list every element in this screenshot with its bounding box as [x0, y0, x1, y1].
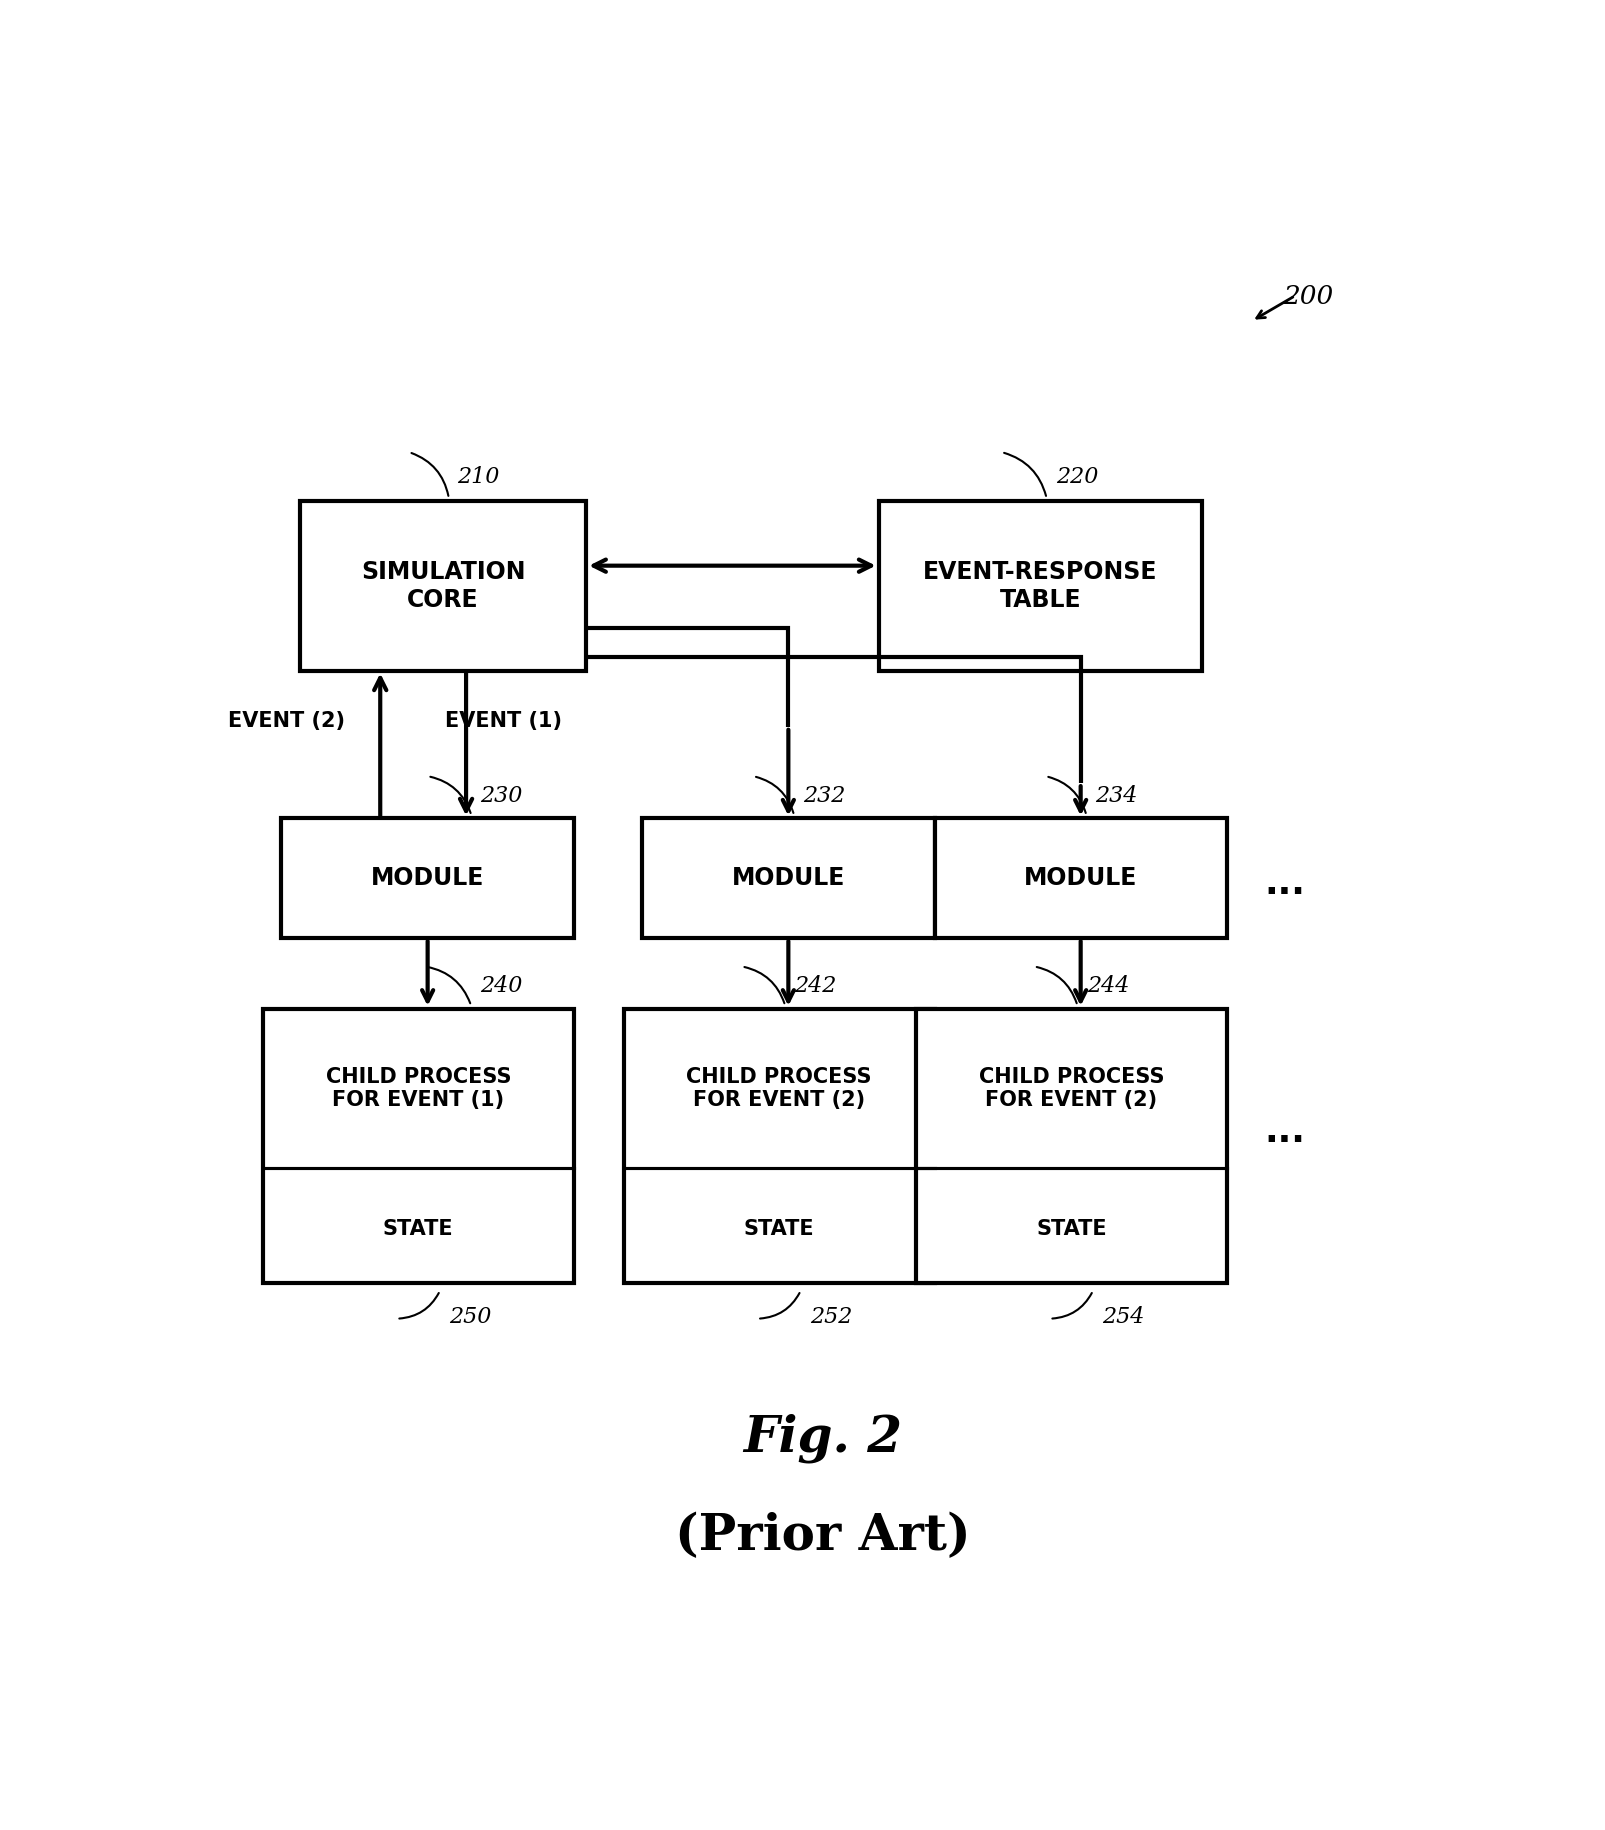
Text: EVENT-RESPONSE
TABLE: EVENT-RESPONSE TABLE — [923, 560, 1157, 611]
Text: 234: 234 — [1095, 785, 1138, 807]
Text: 244: 244 — [1087, 975, 1130, 997]
Text: 240: 240 — [480, 975, 523, 997]
Text: MODULE: MODULE — [371, 866, 485, 891]
Text: MODULE: MODULE — [1024, 866, 1138, 891]
Text: 210: 210 — [457, 467, 499, 489]
Text: 250: 250 — [449, 1307, 491, 1329]
FancyBboxPatch shape — [281, 818, 575, 939]
Text: 232: 232 — [802, 785, 846, 807]
FancyBboxPatch shape — [623, 1008, 934, 1283]
Text: 242: 242 — [794, 975, 836, 997]
FancyBboxPatch shape — [263, 1008, 575, 1283]
FancyBboxPatch shape — [642, 818, 934, 939]
FancyBboxPatch shape — [878, 501, 1202, 670]
Text: 220: 220 — [1056, 467, 1099, 489]
Text: Fig. 2: Fig. 2 — [743, 1415, 902, 1464]
Text: SIMULATION
CORE: SIMULATION CORE — [361, 560, 525, 611]
Text: ...: ... — [1265, 1114, 1305, 1149]
Text: 200: 200 — [1282, 284, 1334, 309]
Text: STATE: STATE — [384, 1219, 454, 1239]
Text: EVENT (1): EVENT (1) — [445, 710, 562, 730]
Text: CHILD PROCESS
FOR EVENT (1): CHILD PROCESS FOR EVENT (1) — [326, 1067, 510, 1111]
Text: 252: 252 — [811, 1307, 852, 1329]
Text: CHILD PROCESS
FOR EVENT (2): CHILD PROCESS FOR EVENT (2) — [979, 1067, 1164, 1111]
Text: (Prior Art): (Prior Art) — [674, 1513, 971, 1561]
Text: ...: ... — [1265, 867, 1305, 902]
FancyBboxPatch shape — [916, 1008, 1226, 1283]
FancyBboxPatch shape — [300, 501, 586, 670]
Text: 230: 230 — [480, 785, 523, 807]
Text: STATE: STATE — [743, 1219, 814, 1239]
Text: CHILD PROCESS
FOR EVENT (2): CHILD PROCESS FOR EVENT (2) — [687, 1067, 872, 1111]
FancyBboxPatch shape — [934, 818, 1226, 939]
Text: STATE: STATE — [1035, 1219, 1107, 1239]
Text: MODULE: MODULE — [732, 866, 846, 891]
Text: EVENT (2): EVENT (2) — [228, 710, 345, 730]
Text: 254: 254 — [1103, 1307, 1144, 1329]
